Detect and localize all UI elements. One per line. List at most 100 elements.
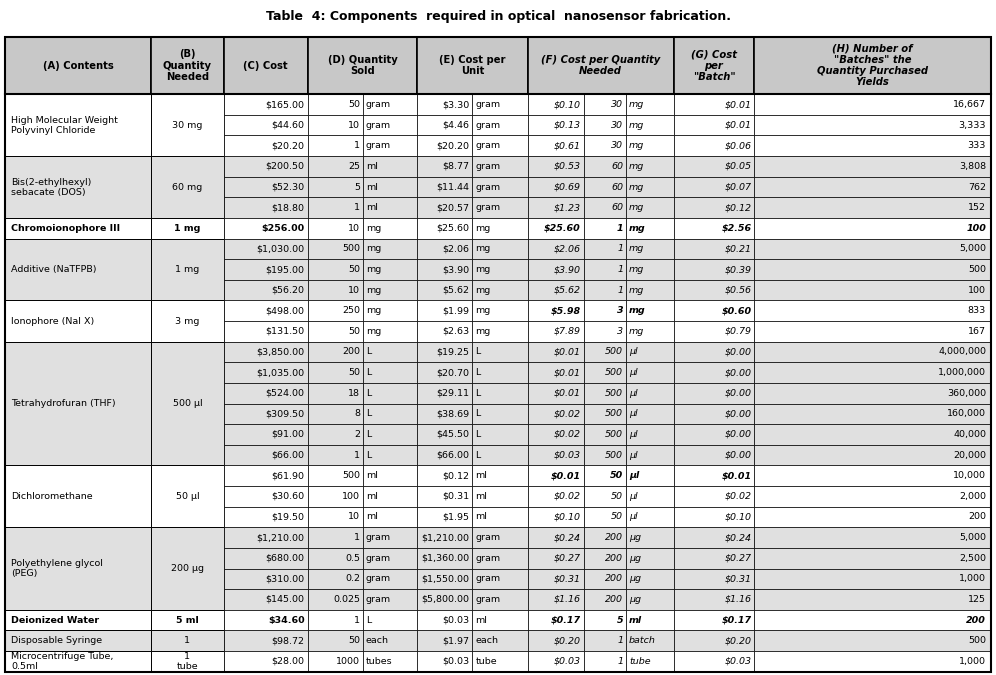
Bar bbox=[626, 610, 673, 630]
Text: 2,000: 2,000 bbox=[959, 492, 986, 501]
Text: $0.03: $0.03 bbox=[442, 616, 469, 624]
Text: gram: gram bbox=[475, 574, 500, 583]
Bar bbox=[308, 568, 363, 589]
Text: 500: 500 bbox=[606, 389, 623, 398]
Bar bbox=[626, 115, 673, 136]
Bar bbox=[224, 527, 308, 548]
Text: (C) Cost: (C) Cost bbox=[243, 61, 288, 71]
Text: gram: gram bbox=[366, 141, 391, 151]
Text: $0.24: $0.24 bbox=[554, 533, 581, 542]
Text: $0.01: $0.01 bbox=[554, 348, 581, 356]
Text: $25.60: $25.60 bbox=[436, 224, 469, 233]
Text: $0.61: $0.61 bbox=[554, 141, 581, 151]
Text: 100: 100 bbox=[342, 492, 360, 501]
Text: 200: 200 bbox=[606, 595, 623, 604]
Text: Deionized Water: Deionized Water bbox=[11, 616, 99, 624]
Bar bbox=[308, 197, 363, 218]
Bar bbox=[673, 156, 754, 177]
Bar bbox=[626, 424, 673, 445]
Bar bbox=[5, 466, 151, 527]
Bar bbox=[472, 362, 528, 383]
Text: 10: 10 bbox=[348, 286, 360, 294]
Bar bbox=[584, 589, 626, 610]
Bar bbox=[626, 95, 673, 115]
Bar bbox=[472, 156, 528, 177]
Text: mg: mg bbox=[629, 203, 644, 212]
Bar bbox=[417, 568, 472, 589]
Bar bbox=[626, 259, 673, 280]
Bar bbox=[417, 342, 472, 362]
Text: $0.10: $0.10 bbox=[554, 512, 581, 522]
Text: mg: mg bbox=[475, 327, 491, 336]
Bar bbox=[626, 238, 673, 259]
Text: $5.62: $5.62 bbox=[554, 286, 581, 294]
Text: 50: 50 bbox=[348, 637, 360, 645]
Text: 3 mg: 3 mg bbox=[175, 317, 199, 325]
Bar bbox=[308, 507, 363, 527]
Text: 160,000: 160,000 bbox=[947, 409, 986, 418]
Text: 20,000: 20,000 bbox=[953, 451, 986, 460]
Bar bbox=[528, 548, 584, 568]
Bar bbox=[363, 630, 417, 651]
Bar bbox=[224, 342, 308, 362]
Bar bbox=[472, 238, 528, 259]
Bar bbox=[472, 197, 528, 218]
Bar bbox=[151, 238, 224, 300]
Bar bbox=[673, 445, 754, 466]
Text: 200: 200 bbox=[606, 554, 623, 563]
Bar bbox=[151, 95, 224, 156]
Text: $0.03: $0.03 bbox=[724, 657, 751, 666]
Text: 833: 833 bbox=[968, 306, 986, 315]
Bar bbox=[472, 630, 528, 651]
Bar bbox=[673, 466, 754, 486]
Text: $3.90: $3.90 bbox=[554, 265, 581, 274]
Text: 200: 200 bbox=[606, 574, 623, 583]
Bar bbox=[417, 651, 472, 672]
Text: L: L bbox=[366, 430, 372, 439]
Bar bbox=[224, 197, 308, 218]
Bar bbox=[224, 610, 308, 630]
Bar bbox=[754, 610, 991, 630]
Text: 1,000,000: 1,000,000 bbox=[938, 368, 986, 377]
Text: $310.00: $310.00 bbox=[266, 574, 305, 583]
Bar bbox=[417, 362, 472, 383]
Text: 16,667: 16,667 bbox=[953, 100, 986, 109]
Text: gram: gram bbox=[366, 533, 391, 542]
Text: $38.69: $38.69 bbox=[436, 409, 469, 418]
Bar bbox=[754, 37, 991, 95]
Text: 500: 500 bbox=[606, 409, 623, 418]
Text: $0.69: $0.69 bbox=[554, 182, 581, 192]
Text: L: L bbox=[366, 616, 372, 624]
Bar bbox=[673, 589, 754, 610]
Text: Bis(2-ethylhexyl)
sebacate (DOS): Bis(2-ethylhexyl) sebacate (DOS) bbox=[11, 178, 92, 196]
Bar bbox=[5, 300, 151, 342]
Text: $7.89: $7.89 bbox=[554, 327, 581, 336]
Bar bbox=[584, 610, 626, 630]
Bar bbox=[417, 630, 472, 651]
Bar bbox=[308, 362, 363, 383]
Bar bbox=[528, 630, 584, 651]
Bar bbox=[754, 197, 991, 218]
Text: $1,210.00: $1,210.00 bbox=[257, 533, 305, 542]
Bar bbox=[528, 651, 584, 672]
Text: gram: gram bbox=[475, 533, 500, 542]
Bar bbox=[417, 424, 472, 445]
Text: 0.5: 0.5 bbox=[345, 554, 360, 563]
Text: 500: 500 bbox=[342, 471, 360, 480]
Text: 500: 500 bbox=[968, 265, 986, 274]
Text: 1: 1 bbox=[354, 533, 360, 542]
Text: $200.50: $200.50 bbox=[266, 162, 305, 171]
Bar bbox=[363, 238, 417, 259]
Text: Ionophore (NaI X): Ionophore (NaI X) bbox=[11, 317, 95, 325]
Bar bbox=[417, 321, 472, 342]
Text: μl: μl bbox=[629, 368, 637, 377]
Bar bbox=[224, 218, 308, 238]
Text: $30.60: $30.60 bbox=[272, 492, 305, 501]
Text: $52.30: $52.30 bbox=[272, 182, 305, 192]
Text: $0.39: $0.39 bbox=[724, 265, 751, 274]
Text: (H) Number of
"Batches" the
Quantity Purchased
Yields: (H) Number of "Batches" the Quantity Pur… bbox=[817, 44, 928, 88]
Bar bbox=[308, 466, 363, 486]
Bar bbox=[308, 115, 363, 136]
Text: 2,500: 2,500 bbox=[959, 554, 986, 563]
Bar bbox=[673, 259, 754, 280]
